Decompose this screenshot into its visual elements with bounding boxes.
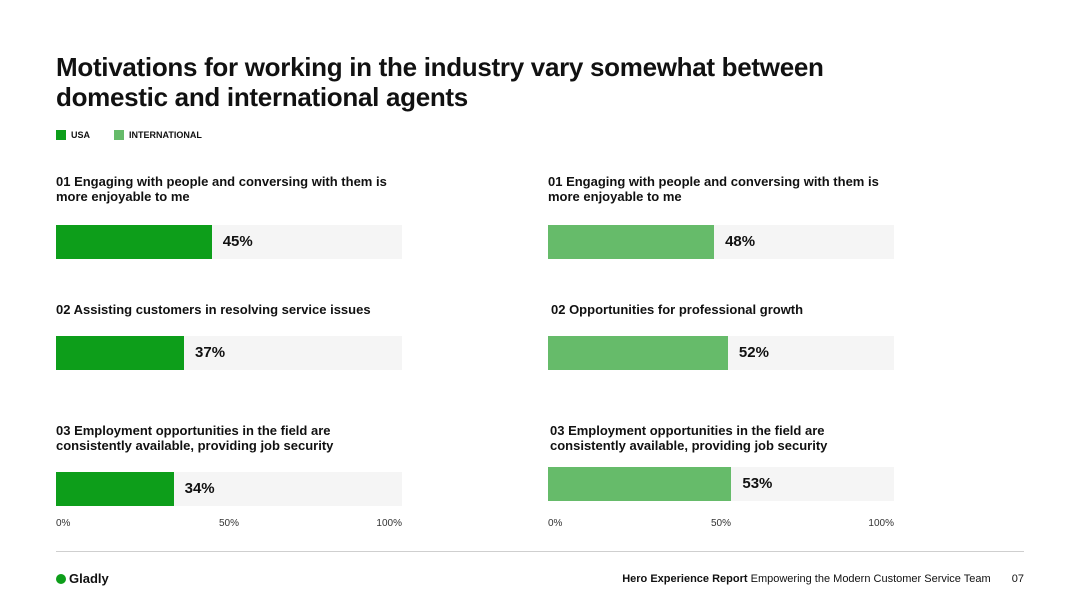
report-title: Hero Experience Report xyxy=(622,573,748,585)
question-label: 02 Opportunities for professional growth xyxy=(551,302,804,317)
question-label: 01 Engaging with people and conversing w… xyxy=(56,174,387,204)
bar-track xyxy=(548,336,894,370)
x-tick-label: 100% xyxy=(868,518,894,529)
bar-track xyxy=(548,225,894,259)
bar-value-label: 52% xyxy=(738,344,769,361)
question-label: 03 Employment opportunities in the field… xyxy=(56,423,334,453)
gladly-logo-text: Gladly xyxy=(69,571,109,586)
legend-swatch-international xyxy=(114,130,125,140)
x-tick-label: 0% xyxy=(56,518,71,529)
legend-label-usa: USA xyxy=(71,130,91,140)
page-number: 07 xyxy=(1011,573,1024,585)
x-tick-label: 0% xyxy=(548,518,563,529)
bar xyxy=(56,472,174,506)
bar-track xyxy=(56,336,402,370)
bar xyxy=(56,336,185,370)
gladly-logo-icon xyxy=(56,573,66,584)
report-subtitle: Empowering the Modern Customer Service T… xyxy=(750,573,991,585)
bar xyxy=(548,336,728,370)
bar-value-label: 34% xyxy=(184,480,215,497)
bar-track xyxy=(548,467,894,501)
bar xyxy=(548,225,715,259)
x-tick-label: 50% xyxy=(218,518,240,529)
bar-track xyxy=(56,472,402,506)
legend-label-international: INTERNATIONAL xyxy=(129,130,202,140)
bar-value-label: 48% xyxy=(725,233,756,250)
bar xyxy=(56,225,212,259)
bar-value-label: 53% xyxy=(742,475,773,492)
question-label: 02 Assisting customers in resolving serv… xyxy=(56,302,371,317)
legend-swatch-usa xyxy=(56,130,66,140)
bar xyxy=(548,467,732,501)
footer-divider xyxy=(56,551,1024,552)
bar-track xyxy=(56,225,402,259)
bar-value-label: 45% xyxy=(222,233,253,250)
x-tick-label: 100% xyxy=(376,518,402,529)
page-title: Motivations for working in the industry … xyxy=(56,52,824,112)
footer-report: Hero Experience Report Empowering the Mo… xyxy=(622,573,1024,585)
gladly-logo[interactable]: Gladly xyxy=(56,571,109,586)
question-label: 03 Employment opportunities in the field… xyxy=(550,423,828,453)
chart-legend: USA INTERNATIONAL xyxy=(56,130,226,140)
bar-value-label: 37% xyxy=(195,344,226,361)
question-label: 01 Engaging with people and conversing w… xyxy=(548,174,879,204)
x-tick-label: 50% xyxy=(710,518,732,529)
